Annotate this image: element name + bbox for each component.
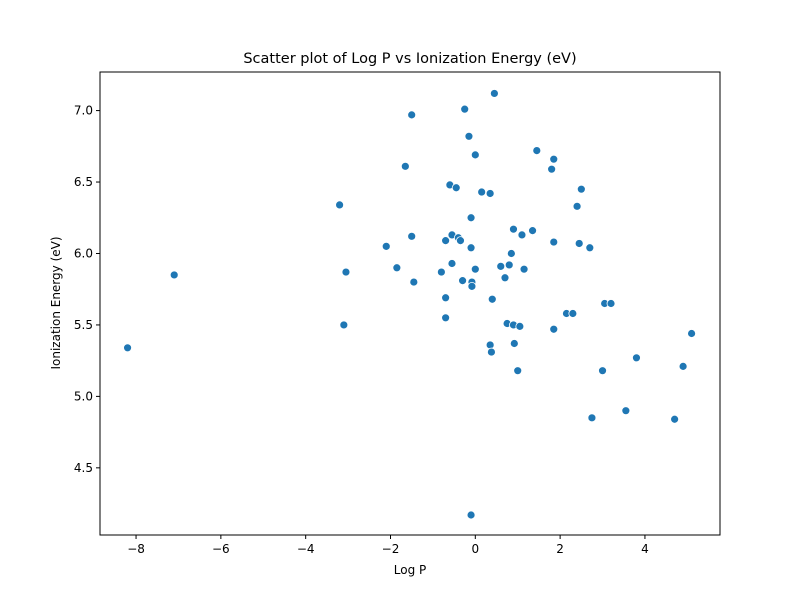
scatter-point (549, 237, 559, 247)
y-tick-label: 4.5 (74, 461, 93, 475)
scatter-point (528, 226, 537, 236)
scatter-point (485, 189, 495, 198)
scatter-point (341, 267, 351, 277)
y-tick-label: 5.0 (74, 389, 93, 403)
x-axis-label: Log P (394, 563, 426, 577)
scatter-point (441, 236, 451, 246)
scatter-point (466, 213, 476, 223)
scatter-point (678, 361, 688, 371)
x-tick-label: 4 (641, 542, 649, 556)
plot-area-frame (99, 71, 721, 536)
y-tick-label: 6.5 (74, 175, 93, 189)
y-tick-label: 5.5 (74, 318, 93, 332)
y-tick-label: 6.0 (74, 246, 93, 260)
scatter-point (464, 131, 474, 141)
scatter-point (466, 243, 476, 253)
scatter-point (441, 313, 451, 323)
scatter-point (458, 276, 467, 286)
scatter-point (489, 89, 499, 98)
scatter-point (381, 241, 391, 251)
scatter-point (509, 339, 519, 348)
scatter-point (467, 281, 477, 291)
x-tick-label: 2 (556, 542, 564, 556)
scatter-point (549, 324, 559, 334)
scatter-point (335, 200, 345, 210)
scatter-point (487, 347, 496, 357)
data-points (123, 89, 696, 520)
scatter-point (460, 104, 470, 114)
scatter-point (598, 366, 607, 376)
scatter-point (407, 110, 417, 120)
scatter-point (549, 154, 559, 164)
scatter-point (515, 321, 525, 331)
scatter-point (513, 366, 523, 376)
scatter-point (436, 267, 446, 277)
scatter-point (456, 236, 465, 246)
scatter-point (576, 184, 586, 194)
chart-title: Scatter plot of Log P vs Ionization Ener… (243, 51, 576, 67)
scatter-point (451, 183, 461, 193)
scatter-point (487, 294, 497, 304)
scatter-point (532, 146, 542, 155)
scatter-point (496, 261, 506, 271)
scatter-point (466, 510, 476, 520)
scatter-point (509, 224, 518, 234)
scatter-point (585, 243, 595, 253)
scatter-point (477, 187, 487, 197)
scatter-point (500, 273, 510, 283)
scatter-point (441, 293, 451, 303)
y-tick-label: 7.0 (74, 104, 93, 118)
scatter-point (632, 353, 641, 363)
scatter-point (547, 164, 557, 174)
scatter-point (621, 406, 631, 416)
scatter-point (519, 264, 529, 274)
scatter-point (447, 259, 457, 268)
x-tick-label: −4 (297, 542, 315, 556)
scatter-point (123, 343, 132, 353)
scatter-point (400, 161, 410, 171)
scatter-point (485, 340, 495, 350)
scatter-point (670, 414, 680, 424)
scatter-point (339, 320, 349, 330)
x-tick-label: −8 (127, 542, 145, 556)
scatter-point (517, 230, 527, 240)
x-tick-label: −6 (212, 542, 230, 556)
scatter-point (568, 309, 578, 318)
x-tick-label: −2 (382, 542, 400, 556)
scatter-point (572, 201, 582, 211)
axis-ticks: −8 −6 −4 −2 0 2 4 4.5 5.0 5.5 6.0 6.5 7.0 (74, 104, 649, 556)
scatter-point (392, 263, 402, 273)
scatter-point (407, 231, 417, 241)
scatter-point (470, 264, 480, 274)
scatter-point (574, 239, 584, 248)
scatter-point (687, 329, 696, 338)
scatter-point (606, 299, 616, 308)
y-axis-label: Ionization Energy (eV) (49, 236, 63, 369)
scatter-point (504, 260, 514, 270)
x-tick-label: 0 (471, 542, 479, 556)
scatter-point (409, 277, 419, 287)
scatter-point (587, 413, 597, 423)
scatter-point (169, 270, 179, 280)
scatter-point (470, 150, 480, 160)
scatter-point (506, 249, 516, 258)
